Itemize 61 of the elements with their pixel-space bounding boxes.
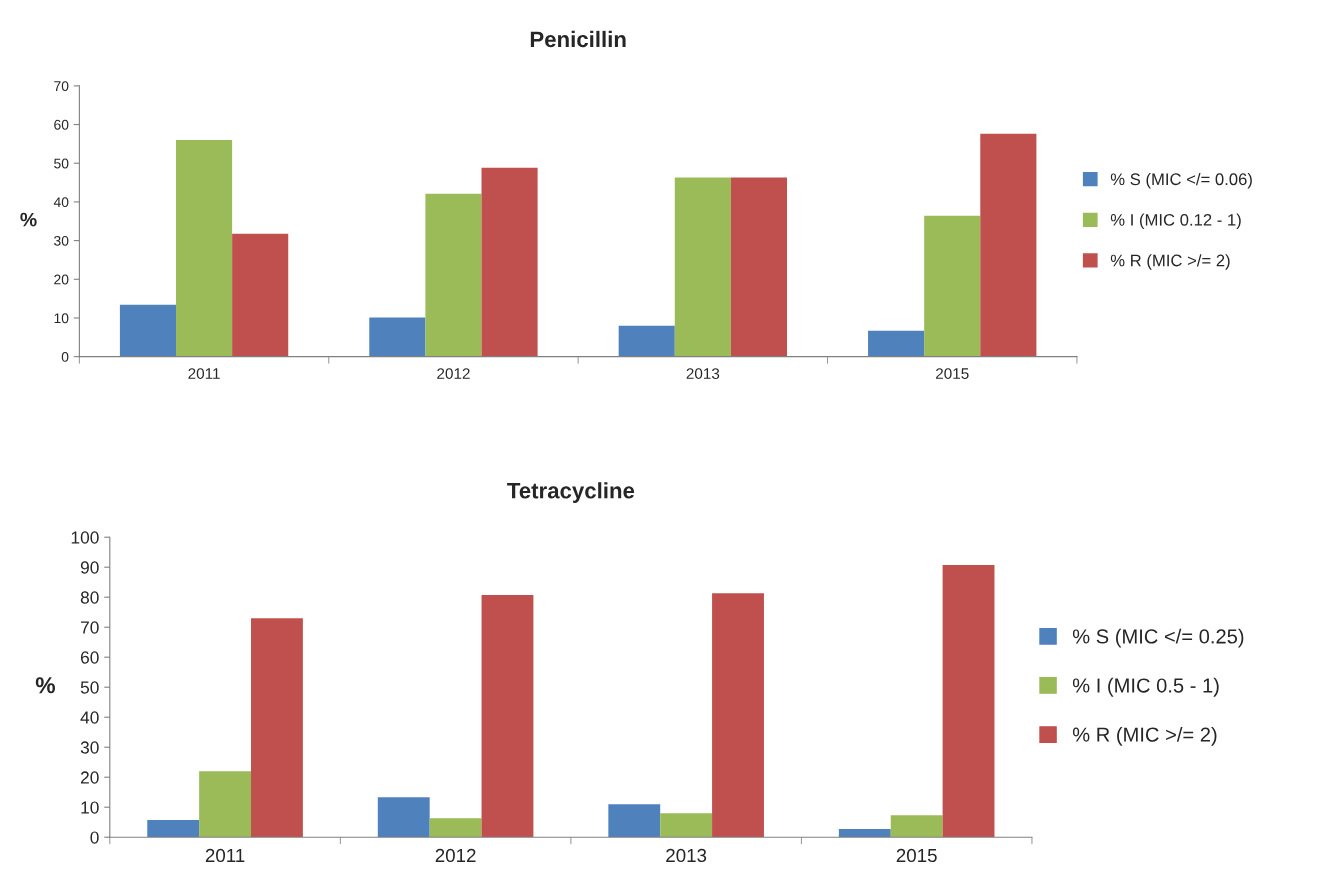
y-tick-label: 60 [80,651,99,664]
bar [608,804,661,838]
legend-label: % R (MIC >/= 2) [1110,254,1230,270]
legend-label: % I (MIC 0.12 - 1) [1110,213,1241,230]
y-tick-label: 0 [61,351,69,362]
bar [674,177,731,357]
x-tick-label: 2011 [205,848,245,863]
y-tick-label: 20 [80,771,99,784]
chart-title: Penicillin [530,30,626,48]
bar [425,193,482,357]
bar [481,595,534,838]
bar [377,797,430,838]
y-tick-label: 20 [54,274,69,285]
legend-label: % R (MIC >/= 2) [1072,726,1217,746]
bar [730,177,788,357]
x-tick-label: 2015 [896,848,937,863]
bar [251,618,303,838]
legend-label: % I (MIC 0.5 - 1) [1072,677,1219,697]
y-axis-title: % [20,212,37,227]
y-tick-label: 50 [80,681,99,694]
x-tick-label: 2011 [188,368,220,379]
bar [890,815,943,838]
legend-label: % S (MIC </= 0.06) [1110,172,1252,189]
x-tick-label: 2013 [686,368,720,379]
y-tick-label: 40 [80,711,99,724]
bar [119,304,177,357]
y-tick-label: 100 [71,531,99,544]
bar [868,330,925,357]
y-tick-label: 60 [54,119,69,130]
bar [176,140,233,357]
bar [838,829,891,838]
y-tick-label: 10 [54,313,69,324]
bar [147,820,200,838]
x-tick-label: 2013 [666,848,707,863]
y-tick-label: 50 [54,158,69,169]
bar [924,215,981,357]
y-tick-label: 10 [81,801,99,814]
legend-label: % S (MIC </= 0.25) [1072,628,1244,648]
bar [232,233,289,357]
x-tick-label: 2012 [437,368,470,379]
x-tick-label: 2012 [435,848,476,863]
chart-title: Tetracycline [507,482,635,503]
y-tick-label: 70 [80,621,99,634]
bar [980,133,1037,357]
y-tick-label: 30 [54,235,69,246]
bar [429,818,482,838]
y-tick-label: 90 [80,561,99,574]
bar [481,167,538,357]
x-tick-label: 2015 [936,368,969,379]
bar [199,771,252,838]
bar [712,593,764,838]
y-tick-label: 40 [53,197,69,208]
bar [369,317,426,357]
y-tick-label: 0 [90,831,99,844]
y-axis-title: % [35,677,56,694]
y-tick-label: 80 [80,591,99,604]
y-tick-label: 70 [54,81,69,92]
bar [618,325,675,357]
y-tick-label: 30 [80,741,99,754]
bar [660,813,713,838]
bar [942,565,995,838]
